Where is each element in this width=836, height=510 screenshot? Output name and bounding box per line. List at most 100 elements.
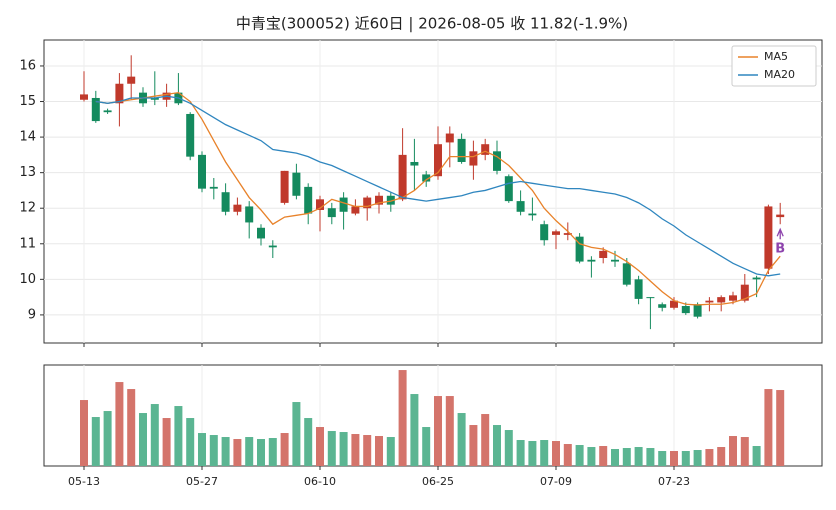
volume-bar	[717, 447, 726, 466]
signal-label: B	[775, 242, 785, 257]
candle-body	[681, 306, 690, 314]
volume-bar	[752, 446, 761, 466]
volume-bar	[422, 427, 431, 466]
ma-line	[95, 91, 781, 306]
candle-body	[434, 144, 442, 177]
candle-body	[457, 138, 466, 162]
volume-bar	[257, 439, 265, 466]
candle-body	[575, 236, 584, 262]
volume-bar	[103, 411, 112, 466]
candle-body	[363, 197, 372, 209]
candle-body	[658, 304, 667, 308]
price-panel	[43, 39, 823, 344]
candle-body	[280, 170, 289, 203]
volume-bar	[776, 390, 785, 466]
candle-body	[115, 83, 124, 104]
y-tick-label: 13	[19, 165, 36, 180]
legend-label: MA5	[764, 50, 788, 63]
volume-bar	[386, 437, 395, 466]
candle-body	[752, 277, 761, 280]
candle-body	[670, 300, 678, 308]
volume-bar	[469, 425, 478, 466]
volume-bar	[221, 437, 230, 466]
volume-bar	[127, 389, 136, 466]
candle-body	[540, 224, 549, 241]
volume-bar	[327, 431, 336, 466]
volume-bar	[410, 394, 419, 466]
volume-bar	[693, 450, 702, 466]
chart-title: 中青宝(300052) 近60日 | 2026-08-05 收 11.82(-1…	[236, 15, 628, 33]
candle-body	[611, 259, 619, 262]
volume-bar	[304, 418, 313, 466]
candle-body	[764, 206, 773, 269]
volume-bar	[740, 437, 749, 466]
candle-body	[622, 263, 631, 285]
candle-body	[705, 300, 714, 303]
volume-bar	[528, 441, 537, 466]
volume-bar	[445, 396, 454, 466]
legend-box	[731, 45, 817, 87]
x-tick-label: 07-23	[658, 475, 690, 488]
volume-bar	[351, 434, 360, 466]
ma-line	[95, 95, 781, 277]
candle-body	[257, 227, 265, 239]
volume-bar	[646, 448, 655, 466]
volume-bar	[681, 451, 690, 466]
candle-body	[552, 231, 560, 235]
volume-bar	[268, 438, 277, 466]
volume-bar	[481, 414, 490, 466]
candle-body	[127, 76, 136, 84]
volume-bar	[80, 400, 88, 466]
volume-bar	[670, 451, 678, 466]
volume-bar	[658, 451, 667, 466]
volume-bar	[115, 382, 124, 466]
candle-body	[410, 161, 419, 166]
x-tick-label: 06-25	[422, 475, 454, 488]
signal-arrow	[776, 227, 784, 240]
volume-bar	[316, 427, 324, 466]
candle-body	[528, 213, 537, 216]
y-tick-label: 9	[28, 307, 36, 322]
candle-body	[729, 295, 737, 301]
volume-bar	[209, 435, 218, 466]
candle-body	[245, 206, 254, 223]
volume-bar	[457, 413, 466, 466]
y-tick-label: 14	[19, 130, 36, 145]
volume-bar	[493, 425, 501, 466]
volume-bar	[162, 418, 171, 466]
candle-body	[504, 176, 513, 202]
candle-body	[693, 304, 702, 317]
volume-bar	[139, 413, 147, 466]
y-tick-label: 10	[19, 272, 36, 287]
candle-body	[481, 144, 490, 155]
candle-body	[339, 197, 348, 212]
candle-body	[776, 214, 785, 218]
y-tick-label: 15	[19, 94, 36, 109]
candle-body	[646, 297, 655, 299]
volume-bar	[245, 437, 254, 466]
candle-body	[186, 113, 195, 157]
candle-body	[587, 259, 596, 262]
volume-bar	[280, 433, 289, 466]
volume-bar	[622, 448, 631, 466]
volume-bar	[375, 436, 383, 466]
volume-bar	[552, 441, 560, 466]
volume-bar	[599, 446, 608, 466]
candle-body	[634, 279, 643, 299]
candle-body	[740, 284, 749, 301]
volume-bar	[611, 449, 619, 466]
volume-bar	[186, 418, 195, 466]
candle-body	[268, 245, 277, 248]
candle-body	[198, 154, 206, 189]
candle-body	[599, 250, 608, 259]
volume-bar	[198, 433, 206, 466]
volume-bar	[563, 444, 572, 466]
volume-bar	[705, 449, 714, 466]
candle-body	[80, 94, 88, 100]
volume-bar	[363, 435, 372, 466]
volume-bar	[516, 440, 525, 466]
legend-label: MA20	[764, 68, 795, 81]
candle-body	[304, 186, 313, 214]
volume-bar	[150, 404, 159, 466]
